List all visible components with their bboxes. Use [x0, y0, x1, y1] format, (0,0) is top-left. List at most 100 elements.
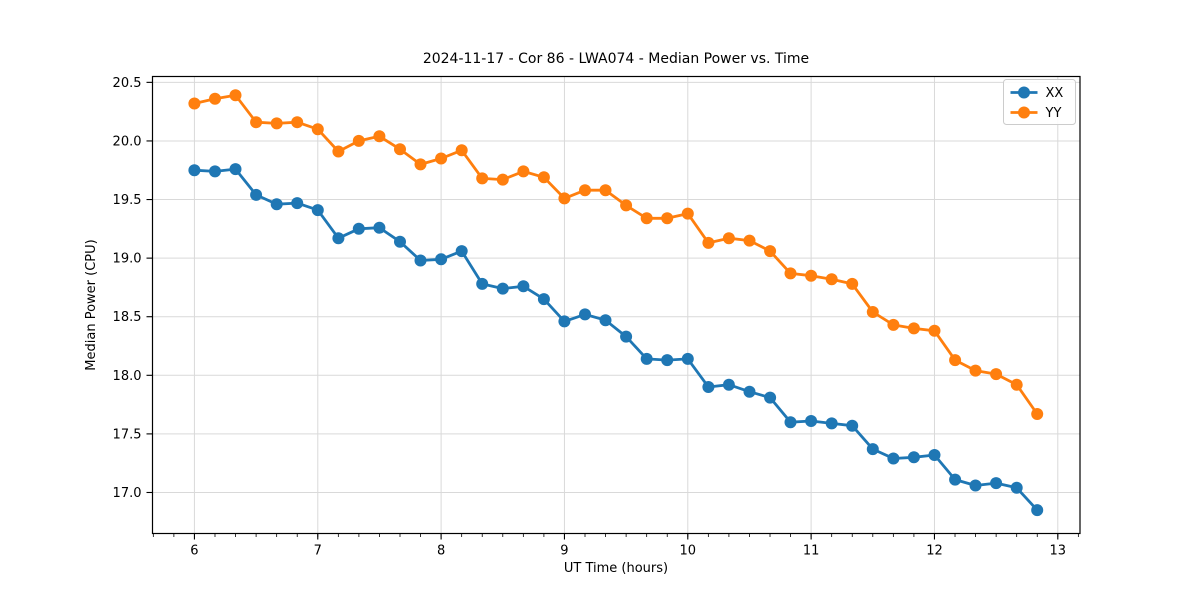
x-tick-label: 10 — [680, 544, 697, 559]
data-point-yy — [599, 184, 612, 197]
data-point-xx — [681, 352, 694, 365]
data-series — [188, 89, 1044, 517]
legend: XX YY — [1003, 79, 1076, 125]
data-point-xx — [537, 293, 550, 306]
data-point-yy — [291, 116, 304, 129]
data-point-yy — [928, 324, 941, 337]
data-point-xx — [270, 198, 283, 211]
data-point-yy — [1010, 378, 1023, 391]
x-tick-label: 8 — [437, 544, 445, 559]
y-tick-label: 20.0 — [113, 134, 142, 149]
data-point-xx — [702, 381, 715, 393]
data-point-yy — [907, 322, 920, 335]
data-point-yy — [435, 152, 448, 165]
data-point-yy — [311, 123, 324, 136]
data-point-yy — [743, 234, 756, 247]
data-point-yy — [702, 236, 715, 249]
data-point-yy — [332, 145, 345, 158]
data-point-yy — [722, 232, 735, 245]
data-point-yy — [250, 116, 263, 129]
data-point-yy — [209, 92, 221, 105]
data-point-xx — [373, 221, 386, 234]
data-point-xx — [1010, 481, 1023, 494]
gridlines — [152, 76, 1080, 534]
data-point-yy — [1031, 408, 1044, 420]
data-point-yy — [373, 130, 386, 143]
data-point-xx — [455, 245, 468, 258]
data-point-xx — [784, 416, 797, 429]
data-point-yy — [394, 143, 406, 156]
data-point-xx — [250, 188, 263, 201]
data-point-xx — [332, 232, 345, 245]
data-point-xx — [209, 165, 221, 178]
data-point-yy — [681, 207, 694, 220]
data-point-xx — [517, 280, 530, 293]
data-point-yy — [496, 173, 509, 186]
data-point-xx — [743, 385, 756, 398]
data-point-xx — [352, 222, 365, 235]
data-point-yy — [414, 158, 427, 171]
legend-marker-yy — [1018, 106, 1030, 119]
x-tick-label: 9 — [560, 544, 568, 559]
data-point-xx — [969, 479, 982, 492]
data-point-xx — [1031, 504, 1044, 517]
data-point-yy — [270, 117, 283, 130]
legend-label-xx: XX — [1046, 86, 1064, 101]
data-point-xx — [640, 352, 653, 365]
data-point-xx — [188, 164, 201, 177]
data-point-xx — [928, 449, 941, 461]
legend-box — [1003, 79, 1076, 125]
data-point-xx — [990, 477, 1003, 490]
y-tick-label: 20.5 — [113, 76, 142, 91]
data-point-xx — [866, 443, 879, 456]
data-point-yy — [517, 165, 530, 178]
data-point-yy — [558, 192, 571, 205]
data-point-yy — [579, 184, 591, 197]
data-point-yy — [990, 368, 1003, 381]
y-tick-label: 17.5 — [113, 427, 142, 442]
chart-title: 2024-11-17 - Cor 86 - LWA074 - Median Po… — [423, 51, 809, 67]
y-tick-label: 17.0 — [113, 486, 142, 501]
data-point-yy — [476, 172, 489, 185]
data-point-xx — [435, 253, 448, 266]
data-point-yy — [825, 273, 838, 286]
data-point-yy — [969, 364, 982, 377]
data-point-yy — [188, 97, 201, 110]
x-tick-label: 13 — [1050, 544, 1067, 559]
data-point-yy — [805, 269, 818, 282]
data-point-yy — [846, 277, 859, 290]
data-point-yy — [866, 306, 879, 318]
x-tick-label: 11 — [803, 544, 820, 559]
x-axis-label: UT Time (hours) — [564, 561, 668, 576]
data-point-xx — [764, 391, 777, 404]
data-point-xx — [949, 473, 962, 486]
data-point-yy — [352, 134, 365, 147]
data-point-yy — [661, 212, 674, 225]
data-point-yy — [537, 171, 550, 184]
x-tick-label: 12 — [926, 544, 943, 559]
data-point-xx — [394, 235, 406, 248]
data-point-yy — [455, 144, 468, 157]
legend-label-yy: YY — [1045, 106, 1062, 121]
plot-border — [151, 75, 1081, 535]
data-point-yy — [887, 318, 900, 331]
x-tick-label: 7 — [314, 544, 322, 559]
data-point-xx — [476, 277, 489, 290]
data-point-xx — [311, 204, 324, 217]
data-point-xx — [496, 282, 509, 295]
data-point-yy — [229, 89, 242, 102]
data-point-xx — [579, 308, 591, 321]
data-point-xx — [722, 378, 735, 391]
data-point-yy — [764, 245, 777, 258]
data-point-xx — [414, 254, 427, 267]
x-tick-label: 6 — [190, 544, 198, 559]
data-point-xx — [805, 415, 818, 427]
y-tick-label: 19.0 — [113, 252, 142, 267]
data-point-xx — [887, 452, 900, 465]
legend-marker-xx — [1018, 86, 1030, 99]
series-line-yy — [193, 93, 1039, 416]
y-tick-label: 18.5 — [113, 310, 142, 325]
data-point-yy — [620, 199, 633, 212]
